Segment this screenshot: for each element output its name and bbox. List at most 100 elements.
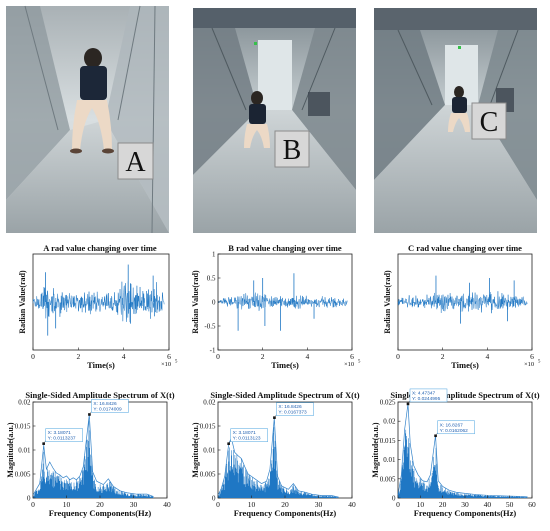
y-tick-label: 0 [27,495,31,503]
plot-area [397,401,533,499]
hallway-floor [193,110,356,233]
datatip-leader [407,400,411,405]
datatip-box [230,428,268,442]
datatip-leader [274,414,277,418]
datatip-marker [42,442,45,445]
left-glass-wall [6,6,70,200]
y-tick-label: -0.5 [204,323,216,331]
person-head [84,48,102,68]
x-tick-label: 10 [248,500,256,509]
x-tick-label: 20 [96,500,104,509]
datatip-leader [435,432,438,436]
x-axis-exponent: ×10 [161,361,171,368]
y-tick-label: 0 [212,495,216,503]
y-tick-label: -1 [210,347,216,355]
datatip-box [91,399,129,413]
y-tick-label: 0 [212,299,216,307]
x-tick-label: 20 [439,500,447,509]
x-tick-label: 6 [530,352,534,361]
x-axis-exponent-power: 5 [358,360,361,365]
datatip-x: X: 16.8426 [278,404,302,410]
y-tick-label: 0.005 [200,471,216,479]
x-tick-label: 4 [305,352,309,361]
datatip-x: X: 4.47347 [412,390,436,396]
x-tick-label: 30 [461,500,469,509]
right-glass-wall [478,30,537,200]
x-tick-label: 0 [216,352,220,361]
x-axis-exponent: ×10 [524,361,534,368]
x-axis-exponent-power: 5 [538,360,541,365]
person-legs [448,113,470,132]
x-tick-label: 40 [484,500,492,509]
person-legs [244,124,270,148]
datatip-x: X: 3.18071 [48,430,72,436]
chart-title: B rad value changing over time [228,243,342,253]
x-tick-label: 50 [506,500,514,509]
x-axis-label: Frequency Components(Hz) [414,508,517,518]
x-tick-label: 2 [261,352,265,361]
x-tick-label: 4 [122,352,126,361]
x-tick-label: 10 [417,500,425,509]
x-tick-label: 2 [441,352,445,361]
y-tick-label: 0.02 [18,399,31,407]
left-glass-wall [193,28,258,175]
x-axis-exponent-power: 5 [175,360,178,365]
datatip-y: Y: 0.0167373 [278,410,307,416]
x-tick-label: 0 [216,500,220,509]
spectrum-envelope [217,417,339,498]
y-tick-label: 0.015 [15,423,31,431]
left-glass-wall [374,30,445,180]
x-tick-label: 6 [350,352,354,361]
x-axis-label: Time(s) [451,360,479,370]
x-tick-label: 0 [31,500,35,509]
chart-panel-4: Single-Sided Amplitude Spectrum of X(t)X… [6,390,175,518]
photo-label-a: A [125,147,146,178]
datatip-y: Y: 0.0244995 [412,396,441,402]
y-axis-label: Radian Value(rad) [383,270,392,334]
x-axis-label: Frequency Components(Hz) [49,508,152,518]
y-tick-label: 0.015 [200,423,216,431]
datatip-y: Y: 0.0162062 [440,428,469,434]
datatip-box [276,402,314,416]
y-axis-label: Radian Value(rad) [191,270,200,334]
datatip-x: X: 16.8426 [93,401,117,407]
x-axis-label: Time(s) [87,360,115,370]
x-tick-label: 4 [485,352,489,361]
y-tick-label: 0.02 [383,418,396,426]
x-tick-label: 30 [130,500,138,509]
photo-label-c: C [480,107,499,138]
datatip-box [45,428,83,442]
y-tick-label: 0.005 [15,471,31,479]
y-axis-label: Magnitude(a.u.) [371,422,380,477]
person-vest [452,97,467,113]
y-tick-label: 0.005 [380,475,396,483]
datatip-y: Y: 0.0174009 [93,406,122,412]
datatip-x: X: 3.18071 [233,430,257,436]
datatip-leader [43,440,46,444]
chart-panel-6: Single-Sided Amplitude Spectrum of X(t)X… [371,388,540,518]
chart-panel-5: Single-Sided Amplitude Spectrum of X(t) X… [191,390,360,518]
x-axis-label: Time(s) [271,360,299,370]
x-tick-label: 30 [315,500,323,509]
photo-b: B [193,8,356,233]
person-vest [80,66,107,100]
y-tick-label: 0 [392,495,396,503]
hallway-end-window [258,40,292,110]
x-tick-label: 0 [31,352,35,361]
photo-label-box-a [117,142,154,180]
y-axis-label: Magnitude(a.u.) [191,422,200,477]
chart-title: Single-Sided Amplitude Spectrum of X(t) [25,390,174,400]
x-tick-label: 0 [396,352,400,361]
y-tick-label: 0.01 [18,447,31,455]
photo-a: A [6,5,169,234]
y-axis-label: Magnitude(a.u.) [6,422,15,477]
photo-label-b: B [283,135,302,166]
y-tick-label: 0.01 [383,456,396,464]
hallway-floor [6,120,169,233]
photo-c: C [374,8,537,233]
y-tick-label: 0.015 [380,437,396,445]
x-tick-label: 60 [528,500,536,509]
signal-line [217,292,348,311]
